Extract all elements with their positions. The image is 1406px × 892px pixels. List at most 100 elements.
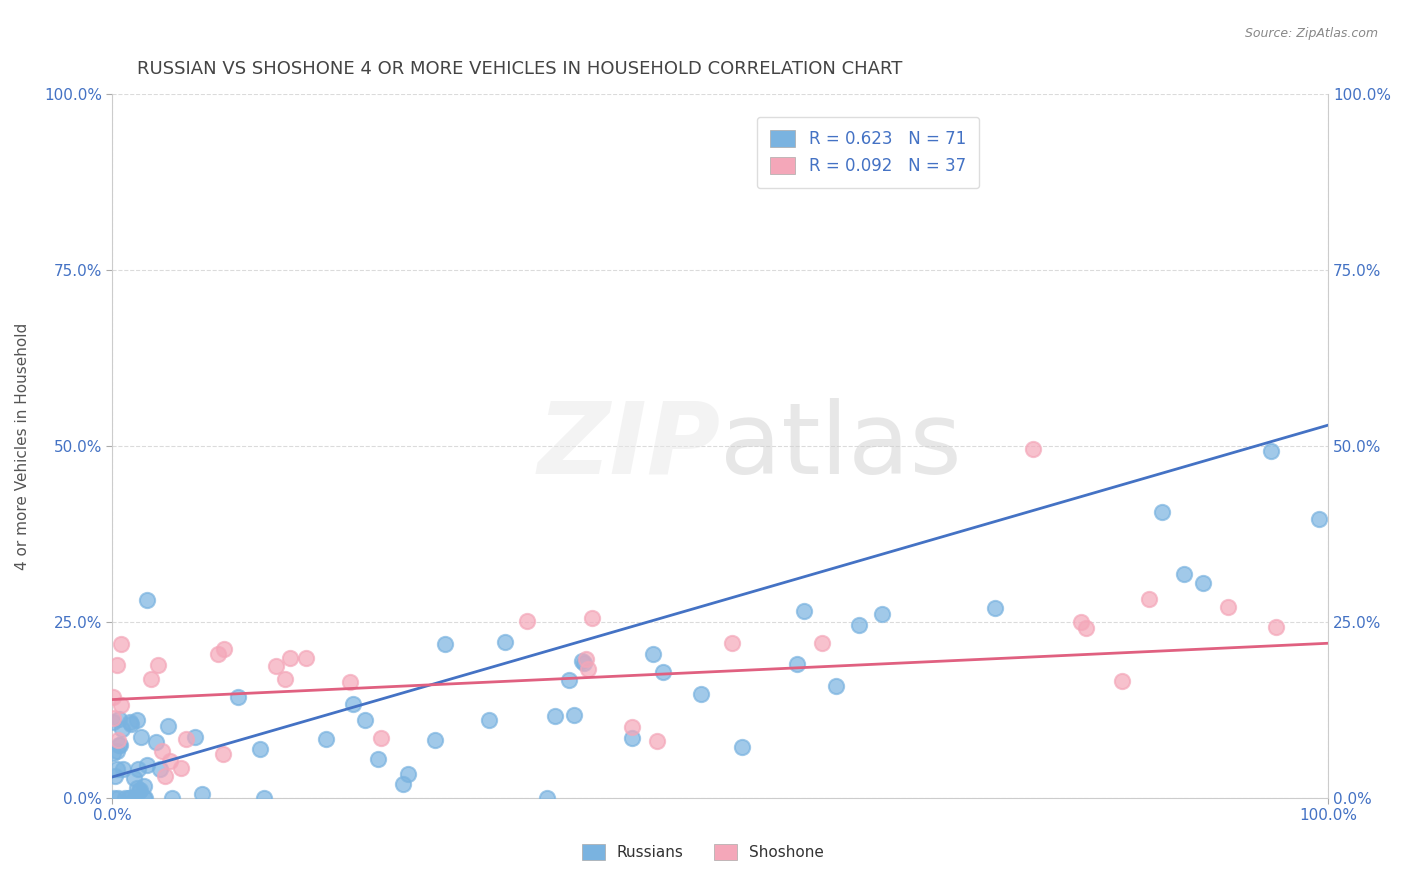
Point	[811, 636, 834, 650]
Point	[294, 651, 316, 665]
Point	[155, 769, 177, 783]
Text: Source: ZipAtlas.com: Source: ZipAtlas.com	[1244, 27, 1378, 40]
Point	[370, 731, 392, 745]
Point	[1076, 621, 1098, 635]
Point	[184, 730, 207, 744]
Point	[249, 742, 271, 756]
Point	[690, 687, 713, 701]
Point	[1022, 442, 1045, 456]
Point	[101, 690, 124, 704]
Point	[105, 658, 128, 673]
Point	[127, 763, 149, 777]
Point	[793, 604, 815, 618]
Point	[101, 715, 124, 730]
Point	[253, 791, 276, 805]
Point	[108, 712, 131, 726]
Point	[983, 601, 1005, 615]
Point	[730, 739, 752, 754]
Point	[367, 752, 389, 766]
Point	[128, 783, 150, 797]
Point	[516, 614, 538, 628]
Point	[174, 731, 197, 746]
Point	[120, 717, 142, 731]
Point	[339, 675, 361, 690]
Point	[169, 761, 191, 775]
Point	[652, 665, 675, 679]
Point	[620, 731, 643, 746]
Point	[122, 771, 145, 785]
Point	[118, 714, 141, 729]
Point	[107, 733, 129, 747]
Point	[145, 735, 167, 749]
Point	[392, 777, 415, 791]
Point	[112, 762, 135, 776]
Point	[434, 637, 457, 651]
Point	[129, 730, 152, 744]
Text: ZIP: ZIP	[537, 398, 720, 495]
Point	[536, 791, 558, 805]
Point	[786, 657, 808, 671]
Point	[1308, 512, 1330, 526]
Point	[114, 791, 136, 805]
Point	[110, 637, 132, 651]
Text: atlas: atlas	[720, 398, 962, 495]
Text: RUSSIAN VS SHOSHONE 4 OR MORE VEHICLES IN HOUSEHOLD CORRELATION CHART: RUSSIAN VS SHOSHONE 4 OR MORE VEHICLES I…	[136, 60, 903, 78]
Point	[107, 738, 129, 752]
Legend: R = 0.623   N = 71, R = 0.092   N = 37: R = 0.623 N = 71, R = 0.092 N = 37	[756, 117, 980, 188]
Point	[139, 673, 162, 687]
Point	[848, 618, 870, 632]
Point	[264, 659, 287, 673]
Point	[572, 657, 595, 671]
Y-axis label: 4 or more Vehicles in Household: 4 or more Vehicles in Household	[15, 323, 30, 570]
Point	[124, 791, 146, 805]
Point	[354, 713, 377, 727]
Point	[107, 791, 129, 805]
Point	[1150, 505, 1173, 519]
Point	[110, 698, 132, 712]
Point	[575, 651, 598, 665]
Point	[160, 791, 183, 805]
Point	[543, 709, 565, 723]
Point	[645, 734, 668, 748]
Point	[128, 784, 150, 798]
Point	[562, 708, 585, 723]
Point	[118, 790, 141, 805]
Point	[132, 780, 155, 794]
Point	[278, 651, 301, 665]
Point	[125, 781, 148, 796]
Point	[159, 754, 181, 768]
Point	[135, 593, 157, 607]
Point	[581, 610, 603, 624]
Point	[1070, 615, 1092, 629]
Point	[1173, 566, 1195, 581]
Point	[101, 711, 124, 725]
Point	[132, 791, 155, 805]
Point	[134, 791, 156, 805]
Point	[478, 713, 501, 727]
Point	[104, 769, 127, 783]
Point	[191, 787, 214, 801]
Point	[146, 657, 169, 672]
Point	[576, 662, 599, 676]
Point	[212, 642, 235, 657]
Point	[103, 791, 125, 805]
Point	[558, 673, 581, 688]
Legend: Russians, Shoshone: Russians, Shoshone	[575, 838, 831, 866]
Point	[110, 739, 132, 753]
Point	[1218, 599, 1240, 614]
Point	[342, 698, 364, 712]
Point	[207, 647, 229, 661]
Point	[274, 672, 297, 686]
Point	[103, 747, 125, 761]
Point	[157, 719, 180, 733]
Point	[1192, 575, 1215, 590]
Point	[1264, 620, 1286, 634]
Point	[105, 762, 128, 776]
Point	[149, 763, 172, 777]
Point	[1260, 443, 1282, 458]
Point	[825, 680, 848, 694]
Point	[494, 635, 516, 649]
Point	[641, 647, 664, 661]
Point	[571, 654, 593, 668]
Point	[620, 720, 643, 734]
